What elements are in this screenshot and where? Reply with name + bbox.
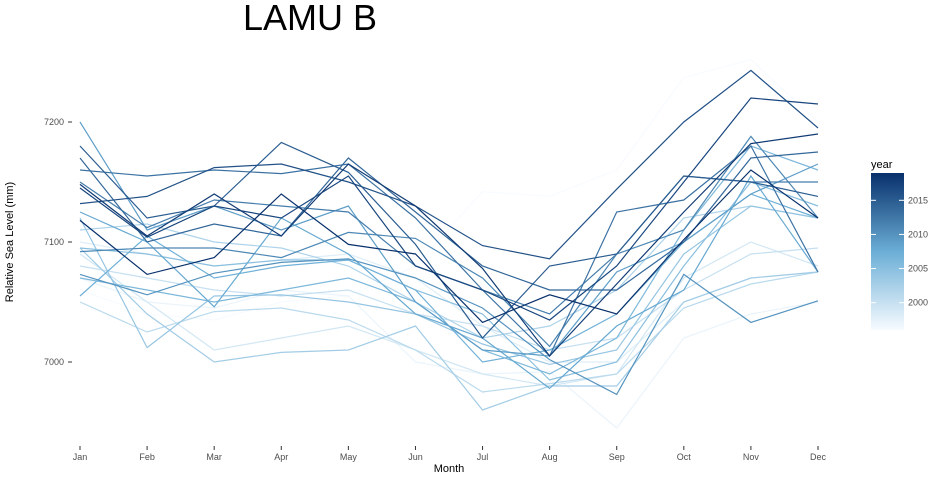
legend-title: year	[871, 159, 893, 171]
chart-title: LAMU B	[243, 0, 377, 38]
x-tick-label: Dec	[810, 452, 827, 462]
x-tick-label: Sep	[609, 452, 625, 462]
legend-tick-label: 2000	[908, 298, 928, 308]
series-lines	[79, 58, 819, 429]
y-tick-label: 7200	[44, 117, 64, 127]
series-line-2011	[79, 135, 819, 348]
series-line-2009	[79, 121, 819, 357]
y-axis: 7000 7100 7200	[44, 117, 72, 367]
series-line-2017	[79, 97, 819, 321]
series-line-2004	[79, 205, 819, 366]
legend-tick-label: 2005	[908, 264, 928, 274]
series-line-2013	[79, 145, 819, 358]
series-line-2016	[79, 69, 819, 260]
x-axis-title: Month	[434, 463, 465, 475]
x-tick-label: Jan	[73, 452, 88, 462]
series-line-2003	[79, 247, 819, 411]
series-line-2006	[79, 145, 819, 375]
series-line-2018	[79, 133, 819, 357]
x-tick-label: Jul	[477, 452, 489, 462]
x-tick-label: Jun	[408, 452, 423, 462]
color-legend: year 2000 2005 2010 2015	[871, 159, 928, 330]
series-line-2005	[79, 181, 819, 381]
x-tick-label: Apr	[274, 452, 288, 462]
series-line-2001	[79, 271, 819, 393]
legend-tick-label: 2010	[908, 229, 928, 239]
series-line-1996	[79, 58, 819, 321]
series-line-2015	[79, 141, 819, 339]
series-line-2010	[79, 258, 819, 396]
x-tick-label: Oct	[677, 452, 692, 462]
x-tick-label: Mar	[206, 452, 222, 462]
legend-colorbar	[871, 173, 904, 330]
series-line-1997	[79, 277, 819, 429]
y-axis-title: Relative Sea Level (mm)	[4, 182, 16, 302]
legend-ticks: 2000 2005 2010 2015	[871, 195, 928, 308]
series-line-2019	[79, 169, 819, 324]
x-tick-label: Aug	[542, 452, 558, 462]
x-tick-label: Nov	[743, 452, 760, 462]
series-line-2008	[79, 174, 819, 390]
x-tick-label: May	[340, 452, 358, 462]
y-tick-label: 7000	[44, 357, 64, 367]
x-tick-label: Feb	[139, 452, 155, 462]
x-axis: Jan Feb Mar Apr May Jun Jul Aug Sep Oct Nov Dec	[73, 446, 827, 462]
y-tick-label: 7100	[44, 237, 64, 247]
legend-tick-label: 2015	[908, 195, 928, 205]
